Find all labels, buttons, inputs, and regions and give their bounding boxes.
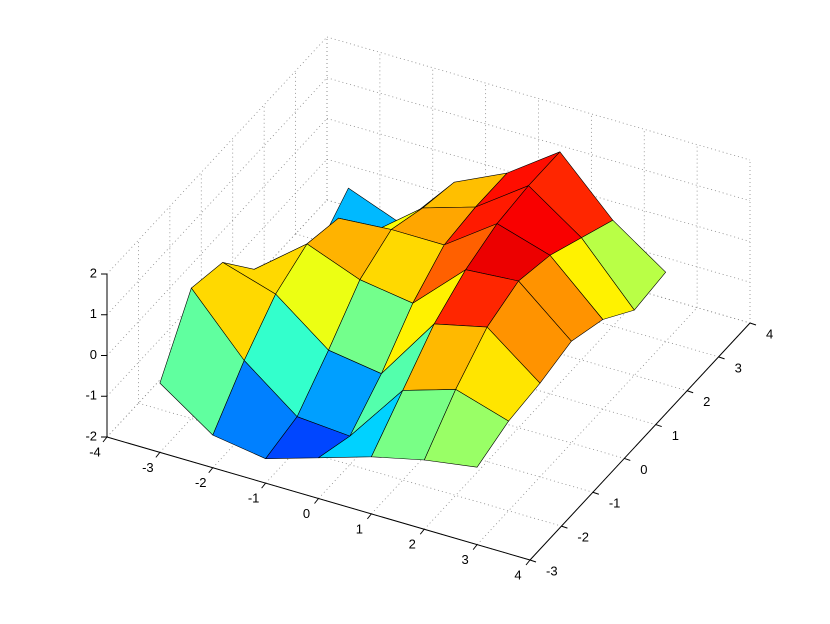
grid-line — [138, 402, 562, 527]
grid-line — [326, 36, 751, 161]
z-tick-label: -2 — [85, 428, 97, 443]
x-tick — [208, 467, 214, 474]
x-tick — [261, 482, 267, 489]
z-tick-label: 1 — [90, 306, 97, 321]
y-tick — [561, 525, 568, 529]
x-tick — [472, 544, 478, 550]
z-tick-label: 2 — [90, 265, 97, 280]
x-tick — [419, 528, 425, 535]
surface-patch — [423, 389, 509, 468]
y-tick-label: 1 — [672, 428, 679, 443]
z-tick-label: -1 — [85, 388, 97, 403]
x-tick — [525, 559, 531, 566]
y-tick-label: -3 — [546, 563, 558, 578]
grid-line — [326, 77, 751, 202]
y-tick — [686, 390, 694, 394]
x-tick-label: -3 — [142, 460, 154, 475]
x-tick — [102, 436, 108, 443]
x-tick — [366, 513, 372, 520]
y-tick — [624, 457, 631, 461]
x-tick-label: -2 — [195, 475, 207, 490]
y-tick-label: 3 — [735, 360, 742, 375]
x-tick-label: -1 — [248, 491, 260, 506]
x-tick-label: 4 — [514, 567, 521, 582]
z-tick-label: 0 — [90, 347, 97, 362]
x-tick — [314, 498, 319, 504]
x-tick — [155, 452, 161, 458]
y-tick — [529, 559, 537, 563]
y-tick-label: 0 — [640, 462, 647, 477]
y-tick-label: 2 — [703, 394, 710, 409]
y-tick-label: -2 — [577, 530, 589, 545]
y-tick-label: -1 — [609, 496, 621, 511]
x-tick-label: 3 — [462, 552, 469, 567]
y-tick — [749, 322, 757, 326]
x-tick-label: -4 — [89, 444, 101, 459]
y-tick — [655, 424, 662, 428]
y-tick-label: 4 — [766, 326, 773, 341]
x-tick-label: 0 — [303, 506, 310, 521]
y-tick — [592, 491, 600, 495]
x-tick-label: 1 — [356, 521, 363, 536]
x-tick-label: 2 — [409, 537, 416, 552]
y-axis — [529, 322, 751, 561]
y-tick — [718, 356, 725, 360]
